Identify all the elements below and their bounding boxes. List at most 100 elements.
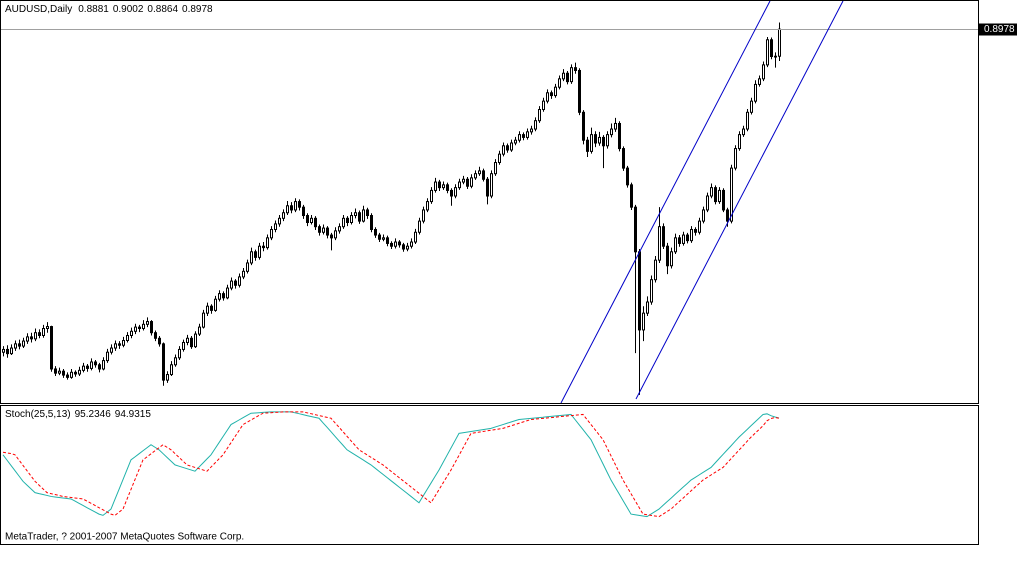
candle-body [494,162,497,175]
candle-body [274,223,277,230]
candle-body [750,100,753,113]
candle-body [142,323,145,330]
candle-body [82,365,85,371]
candle-body [258,245,261,258]
candle-body [214,298,217,311]
candle-body [754,83,757,102]
channel-line [635,0,844,400]
candle-body [774,55,777,58]
candle-body [490,173,493,197]
candle-body [90,361,93,369]
candle-body [218,293,221,300]
candle-body [30,336,33,340]
header-high: 0.9002 [113,4,144,15]
candle-body [390,242,393,247]
candle-body [686,234,689,242]
candle-body [114,343,117,349]
candle-body [162,343,165,381]
candle-body [262,245,265,249]
axis-layer: 0.8978 [979,23,1017,36]
candle-body [594,134,597,144]
candle-body [370,215,373,230]
candle-body [534,120,537,130]
candle-body [10,347,13,355]
candle-body [614,122,617,130]
candle-body [746,111,749,130]
candle-body [354,212,357,217]
candle-body [646,301,649,314]
candle-body [590,134,593,152]
candle-body [434,181,437,191]
candle-body [326,227,329,236]
candle-body [606,134,609,147]
stoch-header: Stoch(25,5,13) 95.2346 94.9315 [5,409,151,420]
candle-body [254,251,257,258]
candle-body [250,251,253,264]
candle-body [6,348,9,355]
candle-body [66,374,69,378]
candle-body [234,280,237,286]
candle-body [670,251,673,267]
candle-body [146,321,149,325]
candle-body [118,343,121,346]
candle-body [270,228,273,239]
candle-body [266,237,269,249]
candle-body [286,205,289,214]
candle-body [510,142,513,151]
candle-body [426,201,429,211]
candle-body [718,189,721,203]
candle-body [634,206,637,253]
copyright: MetaTrader, ? 2001-2007 MetaQuotes Softw… [5,532,244,543]
candle-body [186,337,189,343]
candle-body [478,170,481,175]
candle-body [726,209,729,222]
candle-body [450,189,453,197]
candle-body [690,228,693,242]
candle-body [154,332,157,339]
candle-body [706,195,709,211]
candle-body [38,332,41,336]
candle-body [394,241,397,247]
candle-body [466,178,469,187]
candle-body [294,201,297,211]
candle-body [414,231,417,243]
candle-body [86,365,89,369]
candle-body [526,131,529,138]
candle-body [442,184,445,189]
candle-body [554,86,557,97]
candle-body [18,343,21,347]
candle-body [330,234,333,239]
chart-header: AUDUSD,Daily 0.8881 0.9002 0.8864 0.8978 [5,4,213,15]
candle-body [362,209,365,222]
candle-body [302,206,305,217]
candle-body [246,262,249,272]
candle-body [642,312,645,331]
candle-body [514,139,517,144]
candle-body [278,217,281,225]
indicator-signal-value: 94.9315 [115,409,152,420]
candle-body [178,348,181,359]
candle-body [602,136,605,147]
candle-body [658,226,661,261]
stoch-panel-frame [0,405,979,545]
candle-body [486,178,489,197]
candle-body [346,217,349,224]
candle-body [374,228,377,236]
candle-body [78,369,81,375]
candle-body [630,184,633,208]
candle-body [674,237,677,253]
candle-body [770,39,773,58]
candle-body [558,78,561,88]
candle-body [626,167,629,186]
candle-body [762,64,765,80]
candle-body [622,148,625,169]
candle-body [42,328,45,336]
candle-body [74,371,77,375]
candle-body [578,69,581,113]
marks-layer [1,22,978,518]
candle-body [106,351,109,362]
candle-body [410,241,413,247]
candle-body [134,326,137,332]
